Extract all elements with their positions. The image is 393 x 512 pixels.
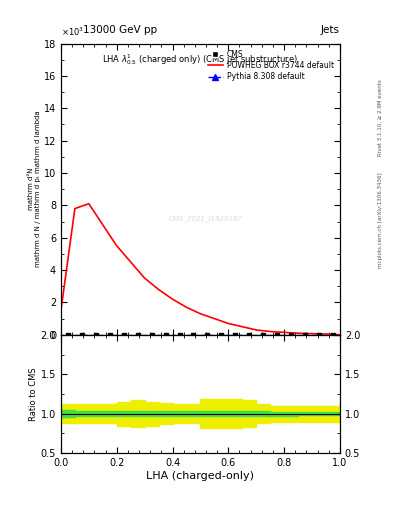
- Text: $\times 10^3$: $\times 10^3$: [61, 26, 84, 38]
- Text: Jets: Jets: [321, 25, 340, 35]
- X-axis label: LHA (charged-only): LHA (charged-only): [147, 471, 254, 481]
- Legend: CMS, POWHEG BOX r3744 default, Pythia 8.308 default: CMS, POWHEG BOX r3744 default, Pythia 8.…: [205, 47, 336, 83]
- Text: Rivet 3.1.10, ≥ 2.9M events: Rivet 3.1.10, ≥ 2.9M events: [378, 79, 383, 156]
- Text: LHA $\lambda^{1}_{0.5}$ (charged only) (CMS jet substructure): LHA $\lambda^{1}_{0.5}$ (charged only) (…: [103, 52, 298, 67]
- Y-axis label: mathrm d²N
mathrm d N / mathrm d pₜ mathrm d lambda: mathrm d²N mathrm d N / mathrm d pₜ math…: [28, 111, 41, 267]
- Text: mcplots.cern.ch [arXiv:1306.3436]: mcplots.cern.ch [arXiv:1306.3436]: [378, 173, 383, 268]
- Text: CMS_2021_I1920187: CMS_2021_I1920187: [169, 215, 243, 222]
- Y-axis label: Ratio to CMS: Ratio to CMS: [29, 367, 38, 421]
- Text: 13000 GeV pp: 13000 GeV pp: [83, 25, 157, 35]
